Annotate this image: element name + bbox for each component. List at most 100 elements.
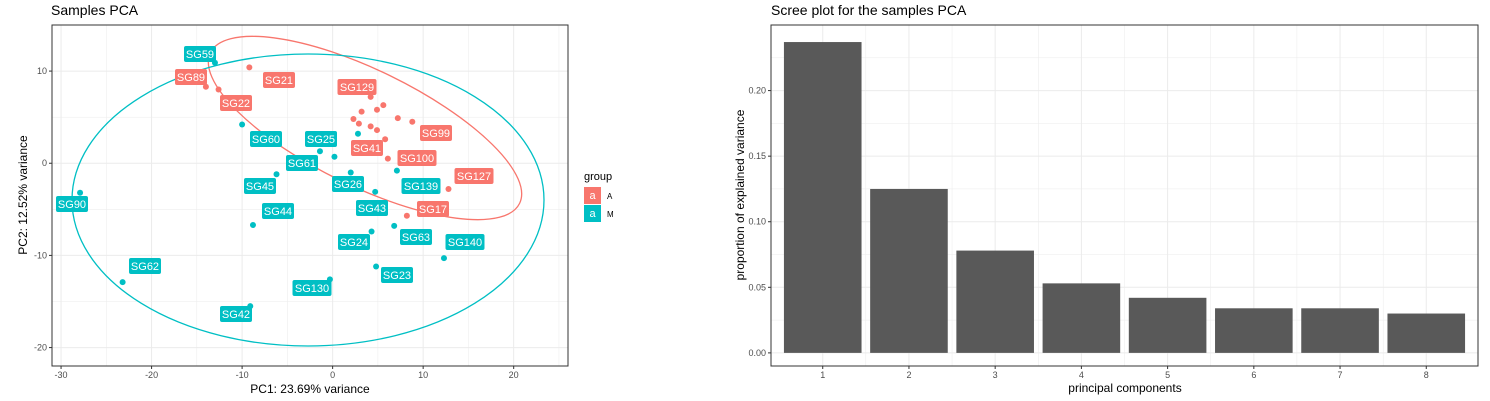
sample-label-sg129: SG129: [337, 79, 377, 95]
pca-panel: [52, 25, 568, 366]
pca-x-tick-label: -30: [55, 370, 68, 380]
sample-label-box: [292, 280, 332, 296]
point-group-m: [347, 169, 354, 176]
sample-label-box: [175, 69, 207, 85]
sample-label-text: SG127: [457, 171, 491, 183]
legend-key-a: [584, 187, 601, 204]
scree-bar-pc5: [1128, 297, 1207, 353]
sample-label-text: SG139: [404, 181, 438, 193]
sample-label-box: [420, 125, 452, 141]
sample-label-box: [244, 178, 276, 194]
legend-label-a: A: [607, 192, 613, 201]
scree-y-axis-title: proportion of explained variance: [733, 109, 747, 280]
point-group-a: [355, 120, 362, 127]
sample-label-sg90: SG90: [56, 196, 88, 212]
pca-axes: -30 -20 -10 0 10 20 -20 -10 0 10: [34, 66, 519, 380]
legend-title: group: [584, 171, 612, 183]
point-group-a: [382, 136, 389, 143]
point-group-a: [350, 116, 357, 123]
point-group-m: [331, 153, 338, 160]
point-group-m: [119, 279, 126, 286]
sample-label-box: [184, 46, 216, 62]
sample-label-sg41: SG41: [351, 140, 383, 156]
sample-label-text: SG129: [340, 82, 374, 94]
sample-label-text: SG45: [246, 181, 274, 193]
sample-label-text: SG24: [340, 237, 368, 249]
sample-label-box: [337, 79, 377, 95]
sample-label-sg45: SG45: [244, 178, 276, 194]
pca-chart: Samples PCA SG21 SG89 SG22 SG129 SG99 SG41 SG1…: [16, 2, 614, 396]
sample-label-text: SG21: [265, 75, 293, 87]
scree-bar-pc3: [956, 250, 1034, 353]
scree-bar-pc4: [1042, 283, 1121, 353]
point-group-a: [394, 115, 401, 122]
point-group-m: [393, 167, 400, 174]
sample-label-sg17: SG17: [417, 201, 449, 217]
sample-label-sg130: SG130: [292, 280, 332, 296]
point-group-m: [368, 228, 375, 235]
sample-label-box: [286, 155, 318, 171]
pca-x-tick-label: 0: [330, 370, 335, 380]
sample-label-text: SG42: [222, 309, 250, 321]
sample-label-text: SG41: [353, 143, 381, 155]
scree-y-tick-label: 0.10: [748, 217, 766, 227]
sample-label-text: SG25: [307, 134, 335, 146]
point-group-m: [77, 189, 84, 196]
sample-label-text: SG63: [402, 232, 430, 244]
pca-y-tick-label: -10: [34, 250, 47, 260]
sample-label-box: [401, 178, 441, 194]
pca-labels: SG21 SG89 SG22 SG129 SG99 SG41 SG100 SG127 SG17 S…: [56, 46, 494, 322]
sample-label-box: [56, 196, 88, 212]
point-group-a: [367, 123, 374, 130]
sample-label-sg23: SG23: [381, 267, 413, 283]
legend-symbol-m: a: [589, 208, 596, 220]
scree-x-tick-label: 2: [906, 370, 911, 380]
sample-label-sg25: SG25: [305, 131, 337, 147]
scree-chart: Scree plot for the samples PCA 1 2 3 4 5 6 7 8 0…: [733, 2, 1479, 395]
sample-label-sg61: SG61: [286, 155, 318, 171]
point-group-a: [445, 186, 452, 193]
scree-x-tick-label: 8: [1424, 370, 1429, 380]
point-group-a: [367, 93, 374, 100]
sample-label-text: SG100: [400, 153, 434, 165]
sample-label-text: SG17: [419, 204, 447, 216]
sample-label-box: [250, 131, 282, 147]
pca-legend: group a A a M: [584, 171, 614, 222]
sample-label-box: [397, 150, 437, 166]
scree-bar-pc6: [1215, 308, 1293, 353]
point-group-m: [372, 188, 379, 195]
scree-bar-pc2: [870, 188, 948, 353]
pca-x-tick-label: 10: [418, 370, 428, 380]
sample-label-sg24: SG24: [338, 234, 370, 250]
sample-label-sg22: SG22: [220, 95, 252, 111]
legend-label-m: M: [607, 210, 614, 219]
scree-axes: 1 2 3 4 5 6 7 8 0.00 0.05 0.10 0.15 0.20: [748, 86, 1428, 380]
pca-x-axis-title: PC1: 23.69% variance: [250, 382, 370, 396]
scree-bar-pc7: [1301, 308, 1379, 353]
sample-label-sg42: SG42: [220, 306, 252, 322]
sample-label-box: [129, 258, 161, 274]
scree-bars: [783, 42, 1466, 353]
sample-label-text: SG60: [252, 134, 280, 146]
sample-label-text: SG22: [222, 98, 250, 110]
sample-label-sg139: SG139: [401, 178, 441, 194]
point-group-m: [316, 148, 323, 155]
sample-label-sg99: SG99: [420, 125, 452, 141]
scree-x-axis-title: principal components: [1068, 381, 1181, 395]
point-group-a: [380, 102, 387, 109]
sample-label-text: SG130: [295, 283, 329, 295]
point-group-m: [440, 255, 447, 262]
sample-label-text: SG43: [358, 203, 386, 215]
point-group-a: [246, 64, 253, 71]
pca-points: [77, 59, 452, 310]
scree-y-tick-label: 0.00: [748, 348, 766, 358]
point-group-a: [409, 118, 416, 125]
point-group-m: [354, 130, 361, 137]
sample-label-text: SG140: [448, 237, 482, 249]
point-group-a: [373, 106, 380, 113]
sample-label-sg140: SG140: [445, 234, 485, 250]
sample-label-box: [356, 200, 388, 216]
sample-label-box: [400, 229, 432, 245]
point-group-a: [358, 108, 365, 115]
